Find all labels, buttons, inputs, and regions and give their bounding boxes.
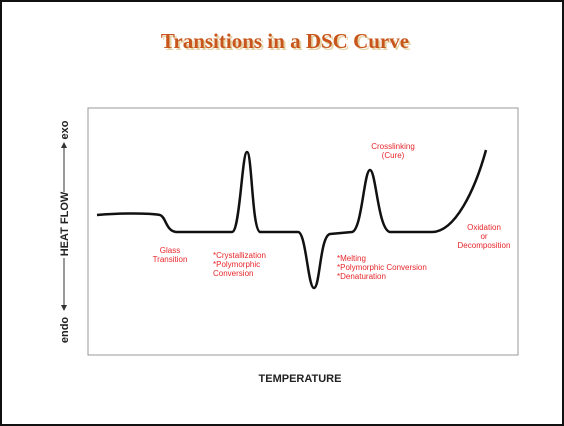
annotation-line: *Denaturation xyxy=(337,272,386,281)
title: Transitions in a DSC Curve xyxy=(161,29,409,53)
arrow-head xyxy=(61,142,67,148)
annotation-line: or xyxy=(480,232,487,241)
annotation-line: *Polymorphic Conversion xyxy=(337,263,427,272)
x-label: TEMPERATURE xyxy=(259,373,342,385)
dsc-curve xyxy=(96,149,488,290)
title-shadow: Transitions in a DSC Curve xyxy=(163,31,411,55)
annotation-line: Transition xyxy=(153,255,188,264)
y-axis: exo HEAT FLOW endo xyxy=(59,120,71,343)
annotation-line: Oxidation xyxy=(467,223,501,232)
plot-frame xyxy=(87,107,519,356)
annotation-line: *Crystallization xyxy=(213,251,266,260)
annotation-line: *Melting xyxy=(337,254,366,263)
annotation-line: Crosslinking xyxy=(371,142,415,151)
annotation-line: Conversion xyxy=(213,269,253,278)
annotation-line: *Polymorphic xyxy=(213,260,260,269)
annotation-line: Glass xyxy=(160,246,180,255)
annotation-line: (Cure) xyxy=(382,151,405,160)
y-middle-label: HEAT FLOW xyxy=(59,191,71,256)
arrow-head xyxy=(61,305,67,311)
annotation-line: Decomposition xyxy=(458,241,511,250)
y-top-label: exo xyxy=(59,120,71,139)
y-bottom-label: endo xyxy=(59,317,71,344)
